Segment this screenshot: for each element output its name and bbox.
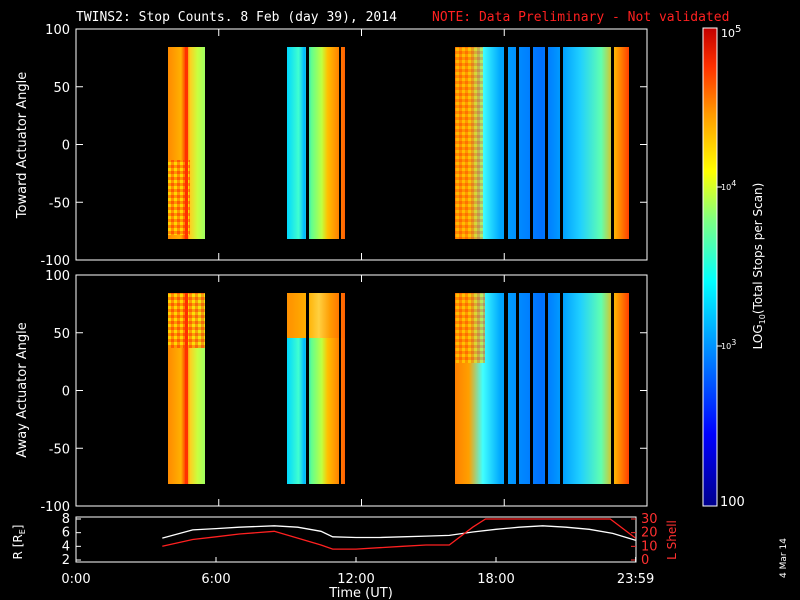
- colorbar-tick-bottom: 100: [720, 495, 745, 510]
- toward-block-2: [287, 47, 345, 239]
- away-ytick-label: 100: [45, 269, 70, 284]
- toward-block-3-texture: [455, 47, 483, 239]
- lshell-ytick-label: 20: [641, 526, 658, 541]
- lshell-ytick-label: 0: [641, 553, 649, 568]
- away-block-3-texture: [455, 293, 485, 363]
- colorbar-label: LOG10(Total Stops per Scan): [751, 183, 767, 350]
- time-xtick-label: 12:00: [337, 572, 374, 587]
- r-ytick-label: 8: [62, 512, 70, 527]
- toward-ylabel: Toward Actuator Angle: [15, 72, 30, 219]
- r-ytick-label: 6: [62, 526, 70, 541]
- r-ytick-label: 2: [62, 553, 70, 568]
- colorbar-tick-top: 105: [721, 24, 741, 40]
- preliminary-note: NOTE: Data Preliminary - Not validated: [432, 10, 729, 25]
- away-block-3-gap-6: [611, 293, 614, 484]
- toward-panel: 100 50 0 -50 -100 Toward Actuator Angle: [15, 23, 648, 269]
- away-yticks: 100 50 0 -50 -100: [40, 269, 648, 515]
- r-distance-line: [162, 525, 636, 541]
- toward-block-2-gap-2: [339, 47, 341, 239]
- away-block-3-gap-3: [530, 293, 533, 484]
- toward-ytick-label: 50: [53, 81, 70, 96]
- x-axis-label: Time (UT): [328, 586, 393, 600]
- away-ylabel: Away Actuator Angle: [15, 322, 30, 457]
- toward-block-3-gap-6: [611, 47, 614, 239]
- toward-ytick-label: 100: [45, 23, 70, 38]
- colorbar: 105 104 103 100 LOG10(Total Stops per Sc…: [702, 24, 767, 510]
- orbit-panel-frame: [75, 516, 637, 563]
- away-block-3-gap-5: [560, 293, 563, 484]
- colorbar-tick-3-label: 103: [721, 338, 736, 351]
- toward-block-3-gap-1: [504, 47, 508, 239]
- r-axis-label: R [RE]: [11, 525, 27, 560]
- toward-block-3-gap-3: [530, 47, 533, 239]
- away-ytick-label: -100: [40, 500, 70, 515]
- toward-block-3-gap-2: [516, 47, 519, 239]
- orbit-lines: [162, 518, 636, 550]
- r-ytick-label: 4: [62, 539, 70, 554]
- away-block-3-gap-4: [545, 293, 548, 484]
- lshell-ytick-label: 30: [641, 512, 658, 527]
- toward-block-1-texture: [168, 160, 190, 235]
- away-block-2-gap: [306, 293, 309, 484]
- away-block-2-gap-2: [339, 293, 341, 484]
- lshell-line: [162, 518, 636, 550]
- away-block-2-upper: [287, 293, 345, 338]
- toward-block-3: [455, 47, 629, 239]
- time-xtick-label: 23:59: [617, 572, 654, 587]
- colorbar-gradient: [702, 27, 718, 507]
- away-block-3-gap-2: [516, 293, 519, 484]
- time-xtick-label: 6:00: [201, 572, 230, 587]
- lshell-ytick-label: 10: [641, 539, 658, 554]
- date-stamp: 4 Mar 14: [779, 538, 789, 578]
- toward-ytick-label: -100: [40, 254, 70, 269]
- toward-ytick-label: -50: [49, 196, 70, 211]
- away-block-3-gap-1: [504, 293, 508, 484]
- colorbar-tick-4-label: 104: [721, 179, 736, 192]
- away-ytick-label: 50: [53, 327, 70, 342]
- away-panel: 100 50 0 -50 -100 Away Actuator Angle: [15, 269, 648, 515]
- toward-block-2-gap: [306, 47, 309, 239]
- toward-block-3-gap-4: [545, 47, 548, 239]
- away-heatmap-blocks: [168, 293, 629, 484]
- toward-ytick-label: 0: [62, 139, 70, 154]
- away-ytick-label: 0: [62, 385, 70, 400]
- time-xtick-label: 0:00: [61, 572, 90, 587]
- toward-block-3-gap-5: [560, 47, 563, 239]
- plot-title: TWINS2: Stop Counts. 8 Feb (day 39), 201…: [76, 10, 397, 25]
- away-block-1-stripe: [185, 293, 188, 484]
- toward-block-1-stripe: [185, 47, 188, 239]
- away-ytick-label: -50: [49, 442, 70, 457]
- lshell-axis-label: L Shell: [665, 520, 679, 560]
- time-xtick-label: 18:00: [477, 572, 514, 587]
- toward-yticks: 100 50 0 -50 -100: [40, 23, 648, 269]
- toward-heatmap-blocks: [168, 47, 629, 239]
